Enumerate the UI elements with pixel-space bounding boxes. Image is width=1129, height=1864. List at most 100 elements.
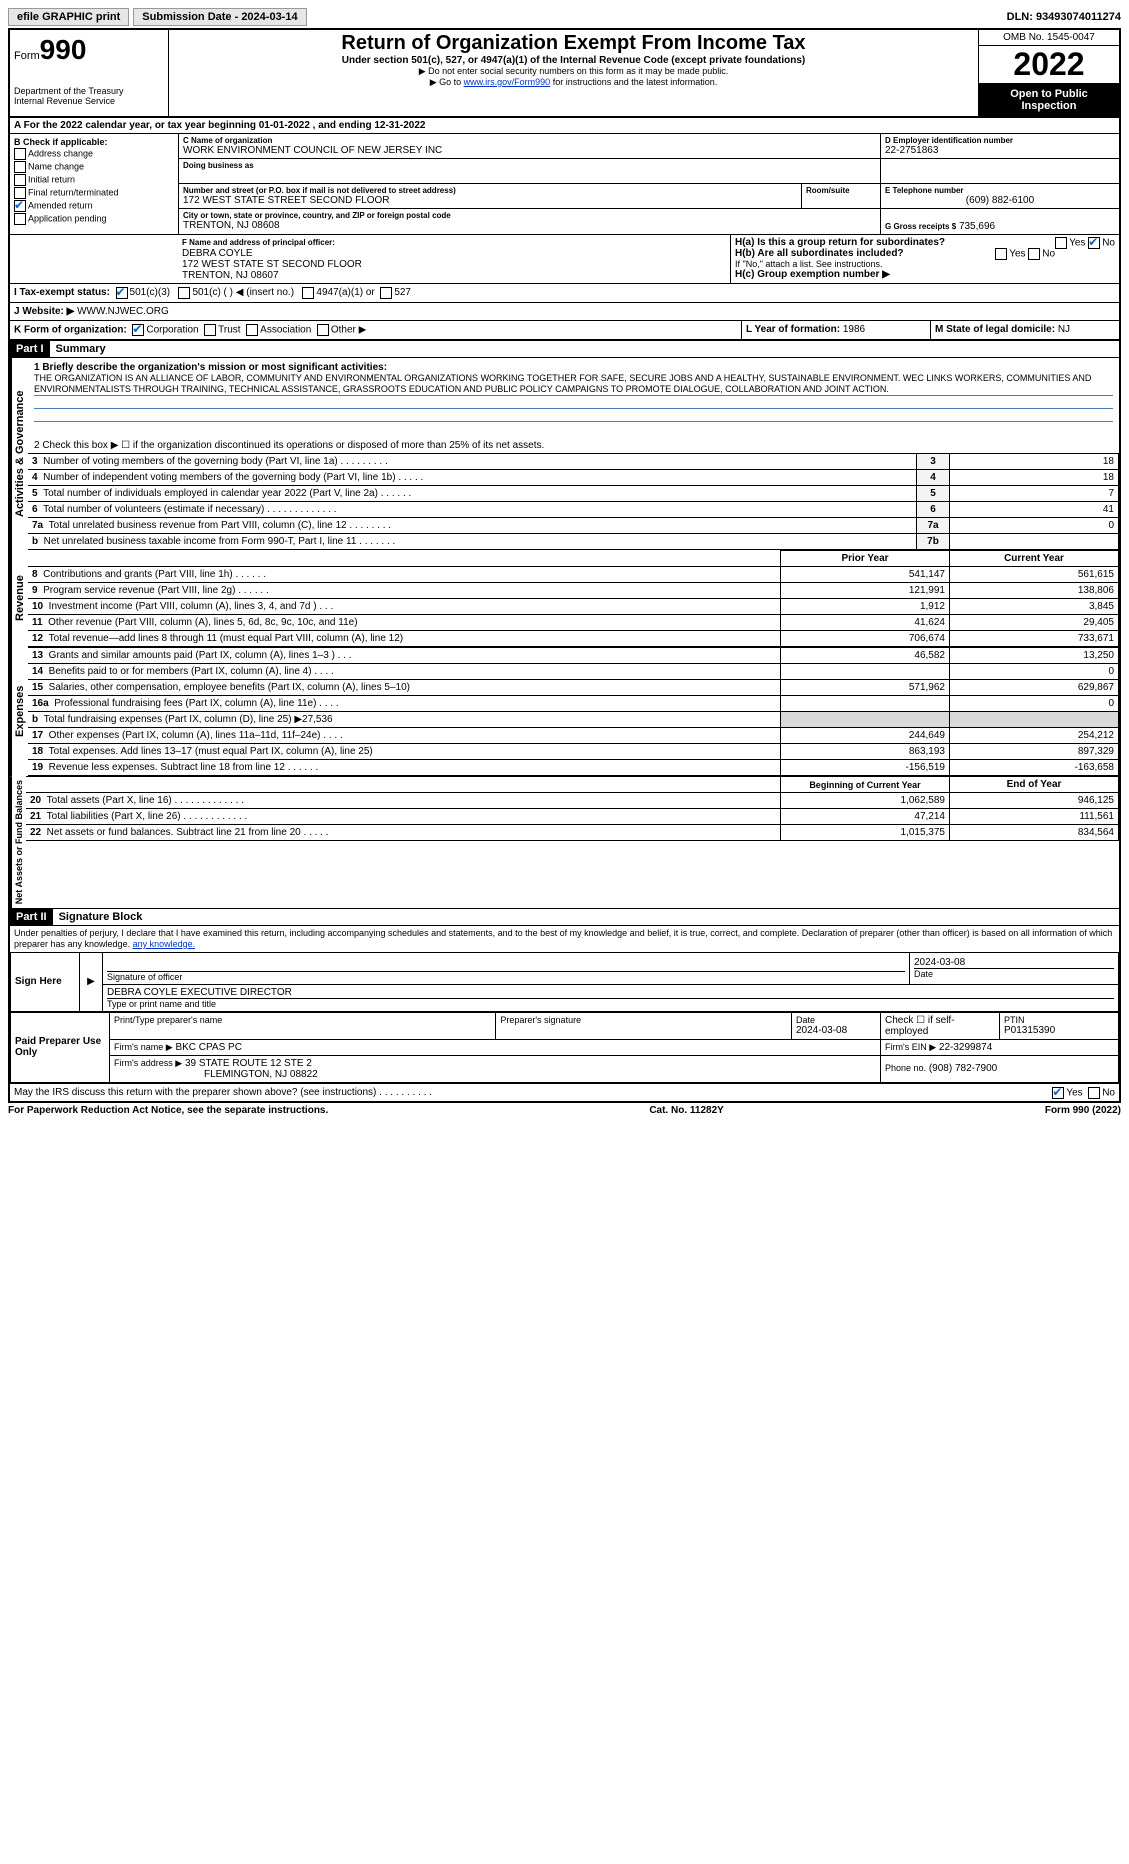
footer-left: For Paperwork Reduction Act Notice, see … xyxy=(8,1105,328,1116)
room-cell: Room/suite xyxy=(802,184,881,208)
efile-print-button[interactable]: efile GRAPHIC print xyxy=(8,8,129,26)
strip-netassets: Net Assets or Fund Balances xyxy=(10,776,26,908)
officer-name-cell: DEBRA COYLE EXECUTIVE DIRECTOR Type or p… xyxy=(103,984,1119,1011)
open-public-badge: Open to Public Inspection xyxy=(979,84,1119,116)
table-row: 15 Salaries, other compensation, employe… xyxy=(28,680,1119,696)
hb-yes[interactable] xyxy=(995,248,1007,260)
street-cell: Number and street (or P.O. box if mail i… xyxy=(179,184,802,208)
l-val: 1986 xyxy=(843,324,865,335)
prior-year-hdr: Prior Year xyxy=(781,551,950,567)
strip-expenses: Expenses xyxy=(10,647,28,776)
row-j: J Website: ▶ WWW.NJWEC.ORG xyxy=(10,303,1119,321)
phone-cell: Phone no. (908) 782-7900 xyxy=(881,1055,1119,1082)
discuss-no[interactable] xyxy=(1088,1087,1100,1099)
c-name-val: WORK ENVIRONMENT COUNCIL OF NEW JERSEY I… xyxy=(183,145,876,156)
i-527[interactable] xyxy=(380,287,392,299)
discuss-yes[interactable] xyxy=(1052,1087,1064,1099)
f-cell: F Name and address of principal officer:… xyxy=(178,235,731,283)
b-opt-1: Name change xyxy=(28,161,84,171)
prep-date-cell: Date2024-03-08 xyxy=(792,1012,881,1039)
chk-initial-return[interactable] xyxy=(14,174,26,186)
table-row: 17 Other expenses (Part IX, column (A), … xyxy=(28,728,1119,744)
firm-name-cell: Firm's name ▶ BKC CPAS PC xyxy=(110,1039,881,1055)
chk-name-change[interactable] xyxy=(14,161,26,173)
k-lbl: K Form of organization: xyxy=(14,325,127,336)
k-corp[interactable] xyxy=(132,324,144,336)
row-klm: K Form of organization: Corporation Trus… xyxy=(10,321,1119,340)
l-cell: L Year of formation: 1986 xyxy=(742,321,931,339)
ha-yes[interactable] xyxy=(1055,237,1067,249)
i-4947[interactable] xyxy=(302,287,314,299)
i-501c3[interactable] xyxy=(116,287,128,299)
firm-addr-cell: Firm's address ▶ 39 STATE ROUTE 12 STE 2… xyxy=(110,1055,881,1082)
netassets-section: Net Assets or Fund Balances Beginning of… xyxy=(10,776,1119,908)
any-knowledge-link[interactable]: any knowledge. xyxy=(133,939,196,949)
table-row: 11 Other revenue (Part VIII, column (A),… xyxy=(28,615,1119,631)
form-word: Form xyxy=(14,50,40,62)
sig-date-cell: 2024-03-08 Date xyxy=(910,952,1119,984)
d-cell: D Employer identification number 22-2751… xyxy=(881,134,1119,158)
form-header: Form990 Department of the Treasury Inter… xyxy=(10,30,1119,118)
table-row: 4 Number of independent voting members o… xyxy=(28,470,1119,486)
f-spacer xyxy=(10,235,178,283)
e-lbl: E Telephone number xyxy=(885,186,1115,195)
submission-date-button[interactable]: Submission Date - 2024-03-14 xyxy=(133,8,306,26)
line1: 1 Briefly describe the organization's mi… xyxy=(28,358,1119,438)
j-val: WWW.NJWEC.ORG xyxy=(77,306,169,317)
goto-pre: ▶ Go to xyxy=(430,77,464,87)
beg-year-hdr: Beginning of Current Year xyxy=(781,777,950,793)
k-other[interactable] xyxy=(317,324,329,336)
rev-hdr-blank xyxy=(28,551,781,567)
room-lbl: Room/suite xyxy=(806,186,876,195)
part1-title: Summary xyxy=(50,341,112,357)
ha-no-lbl: No xyxy=(1102,238,1115,249)
hb-no[interactable] xyxy=(1028,248,1040,260)
table-row: 16a Professional fundraising fees (Part … xyxy=(28,696,1119,712)
strip-governance: Activities & Governance xyxy=(10,358,28,550)
gov-content: 1 Briefly describe the organization's mi… xyxy=(28,358,1119,550)
declaration: Under penalties of perjury, I declare th… xyxy=(10,925,1119,952)
g-cell: G Gross receipts $ 735,696 xyxy=(881,209,1119,234)
chk-address-change[interactable] xyxy=(14,148,26,160)
prep-name-lbl: Print/Type preparer's name xyxy=(114,1015,491,1025)
form-subtitle-1: Under section 501(c), 527, or 4947(a)(1)… xyxy=(175,55,972,66)
officer-name-lbl: Type or print name and title xyxy=(107,998,1114,1009)
k-opt-3: Other ▶ xyxy=(331,325,366,336)
chk-amended-return[interactable] xyxy=(14,200,26,212)
part1-body: Activities & Governance 1 Briefly descri… xyxy=(10,357,1119,550)
dba-cell: Doing business as xyxy=(179,159,881,183)
header-middle: Return of Organization Exempt From Incom… xyxy=(169,30,978,116)
sig-date-val: 2024-03-08 xyxy=(914,957,1114,968)
b-opt-4: Amended return xyxy=(28,200,93,210)
street-val: 172 WEST STATE STREET SECOND FLOOR xyxy=(183,195,797,206)
sig-officer-lbl: Signature of officer xyxy=(107,971,905,982)
table-row: 3 Number of voting members of the govern… xyxy=(28,454,1119,470)
k-trust[interactable] xyxy=(204,324,216,336)
line1-lbl: 1 Briefly describe the organization's mi… xyxy=(34,362,387,373)
prep-sig-cell: Preparer's signature xyxy=(496,1012,792,1039)
ha-lbl: H(a) Is this a group return for subordin… xyxy=(735,237,945,248)
irs-link[interactable]: www.irs.gov/Form990 xyxy=(464,77,551,87)
k-assoc[interactable] xyxy=(246,324,258,336)
revenue-section: Revenue Prior Year Current Year 8 Contri… xyxy=(10,550,1119,647)
paid-preparer-label: Paid Preparer Use Only xyxy=(11,1012,110,1082)
i-501c[interactable] xyxy=(178,287,190,299)
i-opt-2: 4947(a)(1) or xyxy=(316,287,374,299)
ha-yes-lbl: Yes xyxy=(1069,238,1085,249)
table-row: 12 Total revenue—add lines 8 through 11 … xyxy=(28,631,1119,647)
l-lbl: L Year of formation: xyxy=(746,324,840,335)
arrow-icon: ▶ xyxy=(80,952,103,1011)
b-label: B Check if applicable: xyxy=(14,137,174,147)
expenses-section: Expenses 13 Grants and similar amounts p… xyxy=(10,647,1119,776)
preparer-table: Paid Preparer Use Only Print/Type prepar… xyxy=(10,1012,1119,1083)
city-val: TRENTON, NJ 08608 xyxy=(183,220,876,231)
b-opt-5: Application pending xyxy=(28,213,107,223)
header-block-bcd: B Check if applicable: Address change Na… xyxy=(10,134,1119,235)
ha-no[interactable] xyxy=(1088,237,1100,249)
j-lbl: J Website: ▶ xyxy=(14,306,74,317)
m-cell: M State of legal domicile: NJ xyxy=(931,321,1119,339)
i-opt-1: 501(c) ( ) ◀ (insert no.) xyxy=(192,287,294,299)
chk-application-pending[interactable] xyxy=(14,213,26,225)
f-lbl: F Name and address of principal officer: xyxy=(182,238,335,247)
end-year-hdr: End of Year xyxy=(950,777,1119,793)
